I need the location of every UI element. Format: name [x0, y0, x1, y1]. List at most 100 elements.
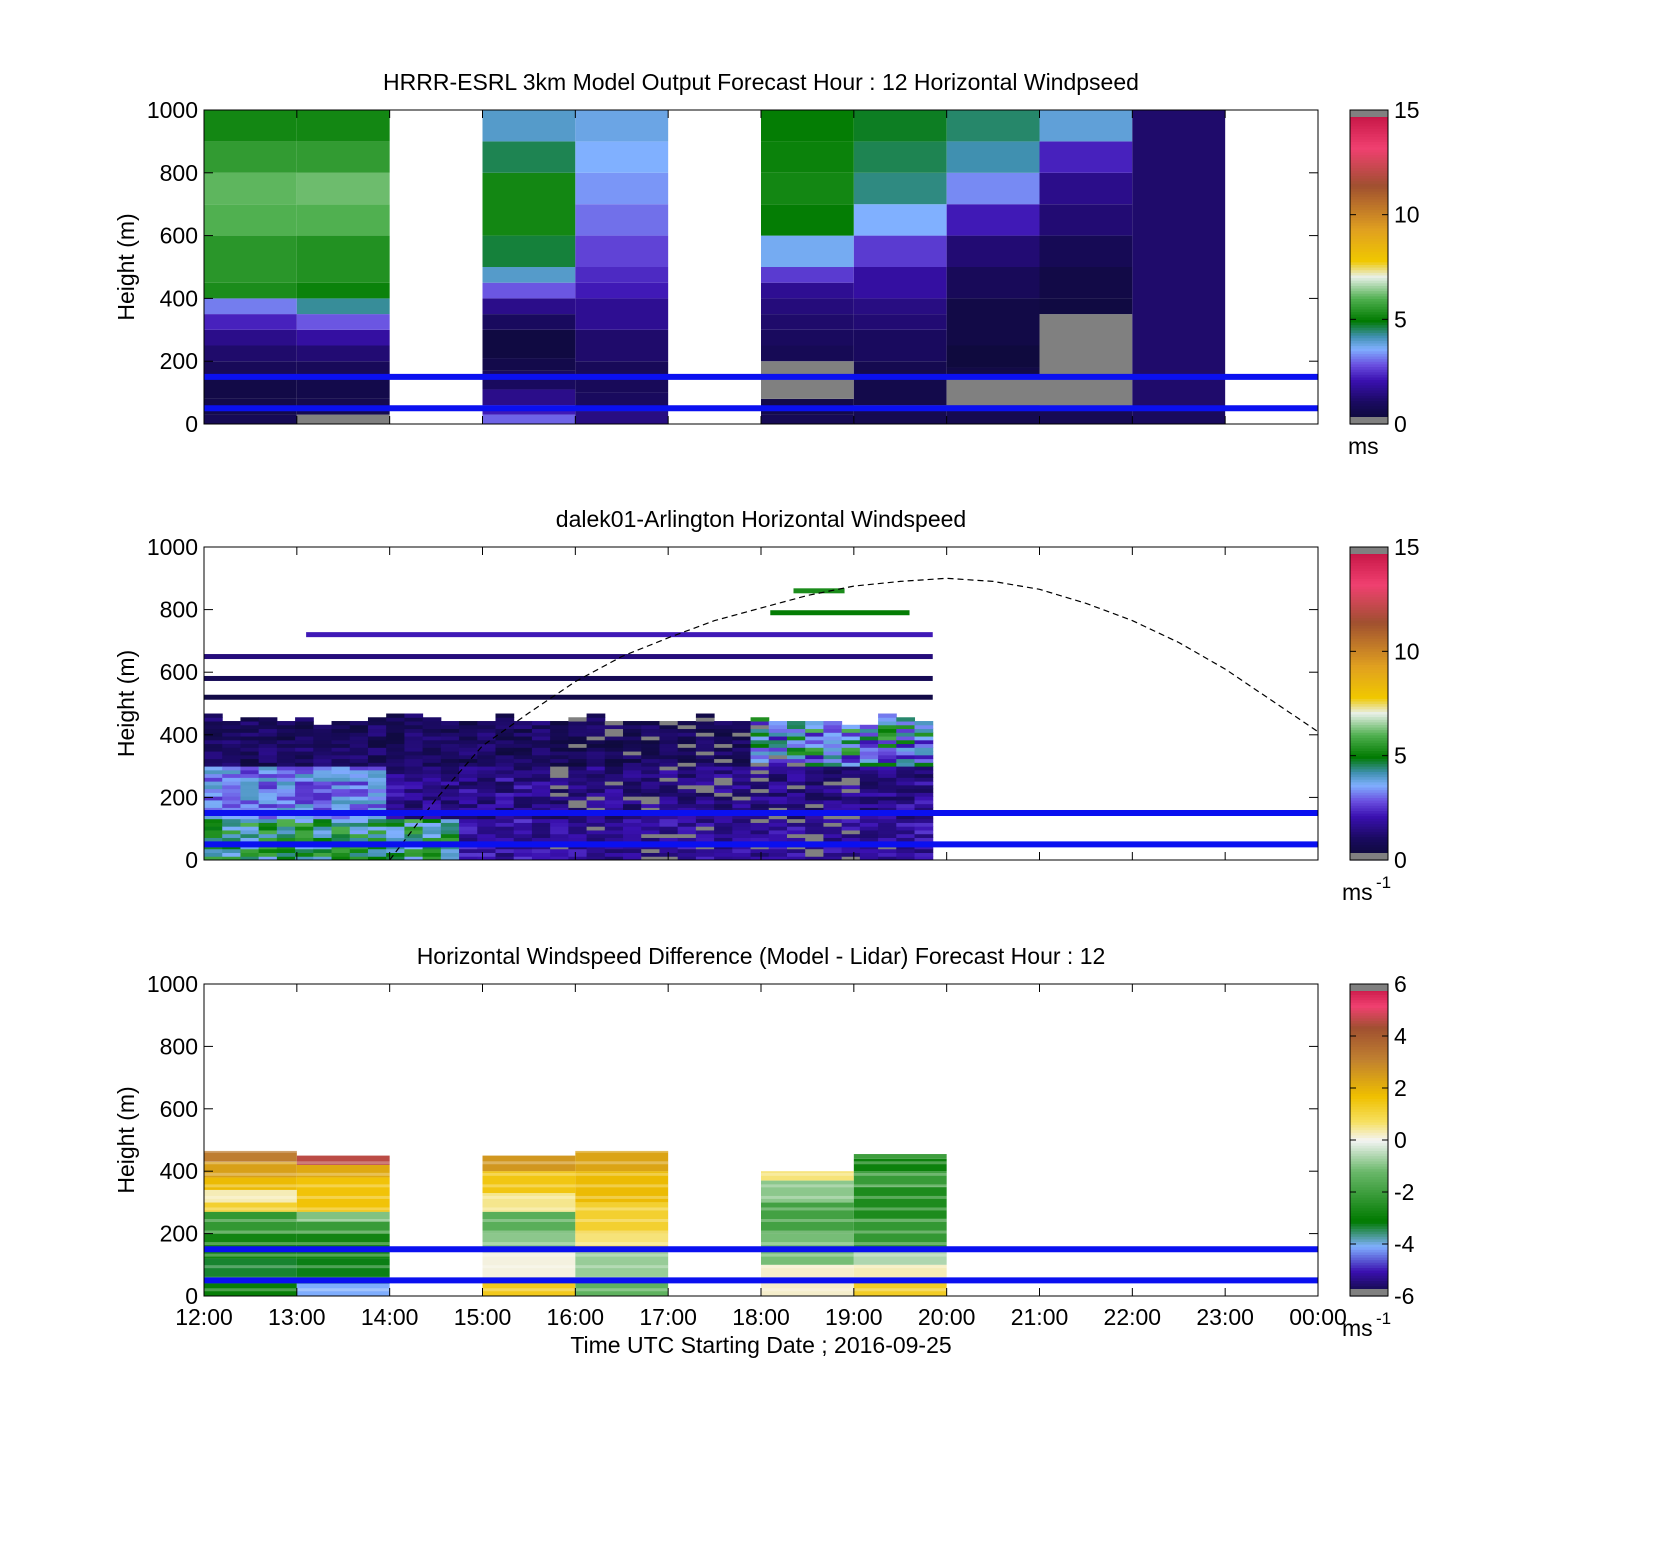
lidar-cell: [477, 822, 496, 827]
lidar-cell: [805, 814, 824, 820]
lidar-cell: [531, 732, 551, 737]
lidar-cell: [422, 747, 442, 752]
lidar-cell: [732, 826, 752, 831]
lidar-cell: [714, 796, 733, 801]
heatmap-cell: [296, 141, 390, 173]
lidar-cell: [586, 739, 606, 745]
colorbar-segment: [1350, 1228, 1388, 1232]
lidar-cell: [222, 822, 241, 827]
colorbar-segment: [1350, 1129, 1388, 1133]
colorbar-tick-label: -4: [1394, 1231, 1415, 1257]
lidar-cell: [422, 739, 442, 745]
lidar-cell: [367, 833, 387, 838]
heatmap-cell: [204, 1189, 297, 1203]
lidar-cell: [786, 762, 806, 767]
colorbar-segment: [1350, 410, 1388, 415]
heatmap-cell: [482, 329, 576, 359]
lidar-cell: [805, 773, 824, 778]
lidar-cell: [896, 818, 916, 823]
colorbar-segment: [1350, 178, 1388, 182]
heatmap-cell: [853, 204, 947, 236]
lidar-cell: [550, 807, 569, 812]
colorbar-segment: [1350, 138, 1388, 142]
lidar-cell: [805, 837, 824, 842]
heatmap-cell: [204, 172, 297, 205]
colorbar-segment: [1350, 763, 1388, 767]
lidar-cell: [823, 826, 843, 831]
lidar-cell: [386, 792, 405, 797]
lidar-cell: [386, 713, 405, 718]
lidar-cell: [331, 743, 351, 748]
colorbar-segment: [1350, 1127, 1388, 1131]
heatmap-cell: [946, 345, 1040, 368]
lidar-cell: [768, 769, 788, 775]
heatmap-cell: [946, 110, 1040, 142]
colorbar-tick-label: 0: [1394, 411, 1407, 437]
lidar-cell: [222, 829, 241, 835]
lidar-cell: [805, 822, 824, 827]
colorbar-segment: [1350, 387, 1388, 391]
lidar-cell: [750, 758, 770, 763]
lidar-cell: [513, 769, 533, 775]
lidar-cell: [623, 777, 642, 782]
lidar-cell: [695, 721, 715, 726]
lidar-cell: [659, 818, 679, 823]
lidar-cell: [805, 769, 824, 775]
lidar-cell: [513, 747, 533, 752]
colorbar-segment: [1350, 1025, 1388, 1029]
lidar-cell: [404, 799, 424, 805]
colorbar-segment: [1350, 149, 1388, 153]
lidar-cell: [604, 777, 624, 782]
lidar-cell: [276, 814, 296, 820]
x-tick-label: 14:00: [361, 1304, 419, 1330]
lidar-cell: [677, 848, 697, 853]
lidar-cell: [604, 762, 624, 767]
colorbar-segment: [1350, 1262, 1388, 1266]
lidar-cell: [550, 796, 569, 801]
lidar-cell: [386, 743, 405, 748]
lidar-cell: [568, 758, 588, 763]
lidar-cell: [422, 856, 442, 861]
heatmap-striation: [761, 1253, 854, 1257]
lidar-cell: [677, 781, 697, 786]
lidar-cell: [786, 721, 806, 726]
lidar-cell: [240, 739, 260, 745]
lidar-cell: [349, 837, 369, 842]
lidar-cell: [896, 852, 916, 857]
lidar-cell: [750, 769, 770, 775]
lidar-cell: [531, 829, 551, 835]
colorbar-segment: [1350, 633, 1388, 637]
lidar-cell: [422, 833, 442, 838]
lidar-cell: [531, 822, 551, 827]
lidar-cell: [404, 784, 424, 790]
lidar-cell: [914, 807, 934, 812]
lidar-cell: [568, 837, 588, 842]
heatmap-striation: [575, 1149, 669, 1153]
colorbar-segment: [1350, 403, 1388, 407]
chart-title: HRRR-ESRL 3km Model Output Forecast Hour…: [383, 69, 1139, 95]
lidar-cell: [240, 818, 260, 823]
colorbar-segment: [1350, 745, 1388, 749]
lidar-cell: [568, 769, 588, 775]
lidar-cell: [714, 721, 733, 726]
x-tick-label: 22:00: [1104, 1304, 1162, 1330]
lidar-cell: [422, 754, 442, 760]
lidar-cell: [841, 852, 861, 857]
lidar-cell: [477, 856, 496, 861]
lidar-cell: [641, 777, 660, 782]
lidar-cell: [386, 736, 405, 741]
lidar-cell: [295, 777, 314, 782]
lidar-cell: [513, 724, 533, 730]
lidar-cell: [404, 826, 424, 831]
colorbar-segment: [1350, 1075, 1388, 1079]
lidar-cell: [786, 728, 806, 733]
colorbar-segment: [1350, 259, 1388, 263]
lidar-cell: [641, 837, 660, 842]
colorbar-segment: [1350, 191, 1388, 195]
colorbar-segment: [1350, 779, 1388, 783]
lidar-cell: [222, 736, 241, 741]
lidar-cell: [440, 788, 460, 793]
lidar-cell: [914, 747, 934, 752]
lidar-cell: [750, 856, 770, 861]
colorbar-underflow: [1350, 1289, 1388, 1296]
